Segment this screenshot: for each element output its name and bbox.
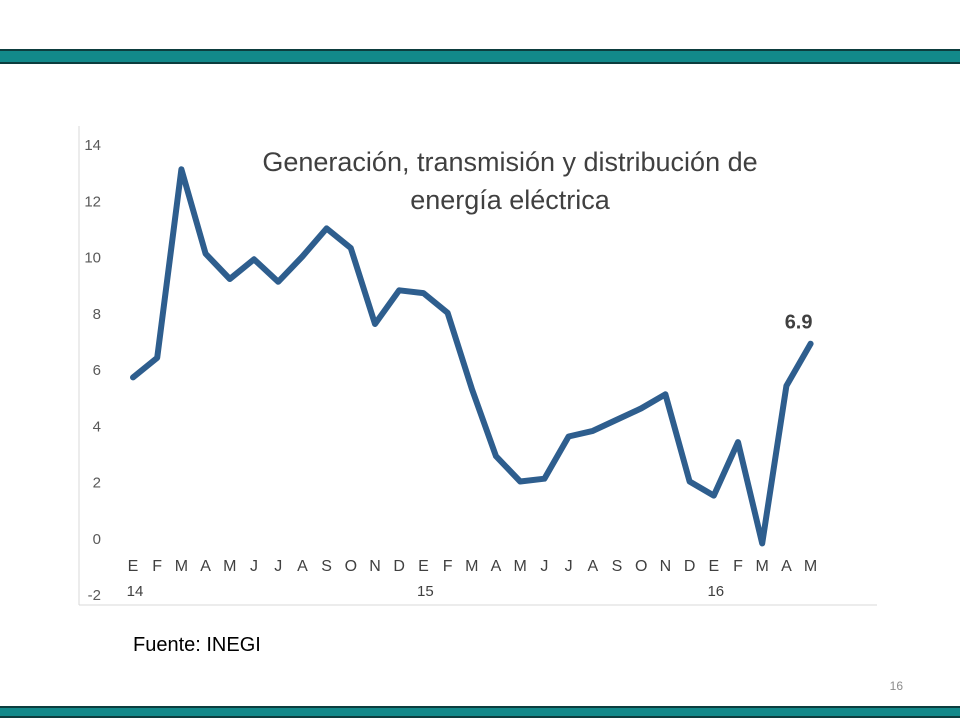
chart-title-line: energía eléctrica: [410, 185, 611, 215]
x-tick-label: F: [152, 558, 162, 575]
x-year-label: 15: [417, 583, 434, 600]
y-tick-label: 2: [93, 475, 101, 492]
series-line: [130, 166, 814, 547]
x-tick-labels: E F M A M J J A S O N D E F M A M J J A S O N D E F M A M14 15 16: [127, 558, 818, 600]
x-tick-label: F: [733, 558, 743, 575]
x-tick-label: S: [321, 558, 332, 575]
y-tick-label: 4: [93, 418, 101, 435]
x-tick-label: J: [565, 558, 573, 575]
x-tick-label: A: [200, 558, 211, 575]
top-decorative-band: [0, 49, 960, 64]
x-tick-label: M: [514, 558, 527, 575]
data-label: 6.9: [785, 312, 813, 334]
x-tick-label: E: [418, 558, 429, 575]
x-tick-label: A: [587, 558, 598, 575]
y-tick-label: 0: [93, 531, 101, 548]
x-tick-label: M: [175, 558, 188, 575]
x-tick-label: A: [491, 558, 502, 575]
x-tick-label: M: [804, 558, 817, 575]
x-tick-label: E: [128, 558, 139, 575]
x-year-label: 14: [127, 583, 144, 600]
y-tick-label: 10: [84, 250, 101, 267]
y-tick-label: -2: [88, 587, 101, 604]
source-note: Fuente: INEGI: [133, 634, 261, 656]
y-tick-labels: 14 12 10 8 6 4 2 0 -2: [84, 137, 101, 604]
y-tick-label: 6: [93, 362, 101, 379]
x-tick-label: O: [345, 558, 357, 575]
y-tick-label: 8: [93, 306, 101, 323]
x-tick-label: S: [612, 558, 623, 575]
x-tick-label: A: [781, 558, 792, 575]
x-tick-label: M: [756, 558, 769, 575]
bottom-decorative-band: [0, 706, 960, 718]
x-tick-label: O: [635, 558, 647, 575]
y-tick-label: 14: [84, 137, 101, 154]
x-tick-label: N: [369, 558, 381, 575]
series-group: [130, 166, 814, 547]
x-tick-label: F: [443, 558, 453, 575]
x-tick-label: M: [223, 558, 236, 575]
x-tick-label: A: [297, 558, 308, 575]
y-tick-label: 12: [84, 193, 101, 210]
page-number: 16: [889, 679, 903, 693]
annotations: 6.9: [785, 312, 813, 334]
chart-title: Generación, transmisión y distribución d…: [262, 147, 757, 215]
x-tick-label: D: [684, 558, 696, 575]
x-year-label: 16: [707, 583, 724, 600]
axes: [78, 126, 877, 606]
x-tick-label: M: [465, 558, 478, 575]
x-tick-label: N: [660, 558, 672, 575]
x-tick-label: E: [708, 558, 719, 575]
x-tick-label: J: [540, 558, 548, 575]
x-tick-label: J: [250, 558, 258, 575]
chart-title-line: Generación, transmisión y distribución d…: [262, 147, 757, 177]
x-tick-label: D: [393, 558, 405, 575]
x-tick-label: J: [274, 558, 282, 575]
